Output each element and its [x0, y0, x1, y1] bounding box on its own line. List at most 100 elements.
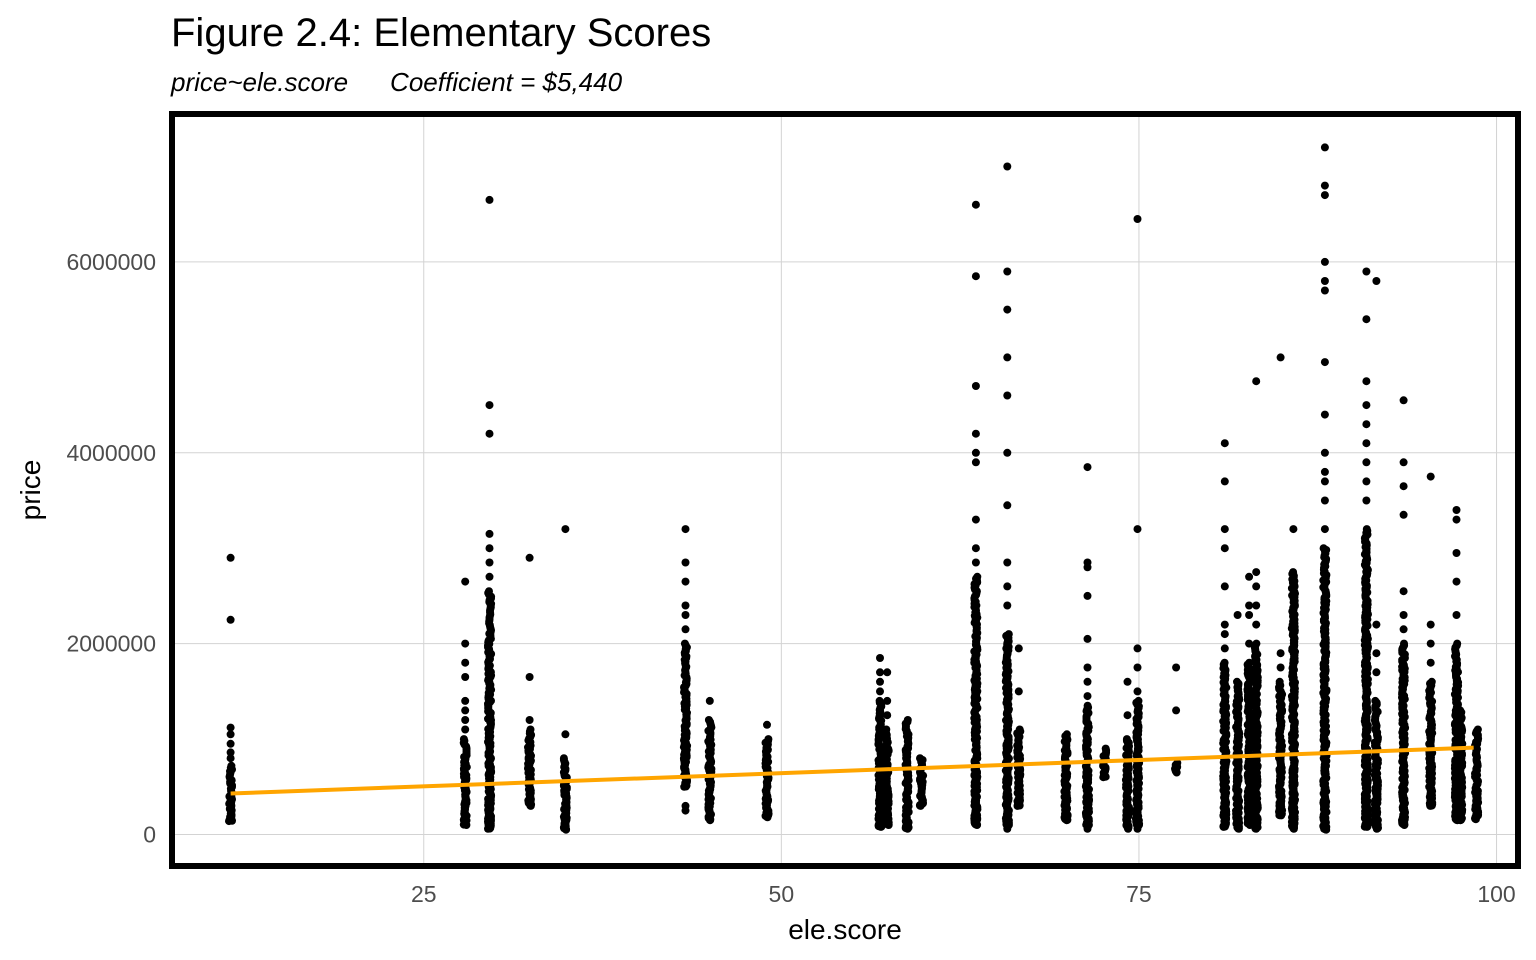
scatter-point — [1220, 658, 1229, 667]
scatter-point — [875, 696, 884, 705]
subtitle-coefficient: Coefficient = $5,440 — [390, 67, 623, 97]
subtitle-formula: price~ele.score — [171, 67, 349, 97]
scatter-point — [1003, 391, 1012, 400]
scatter-point — [1004, 630, 1013, 639]
scatter-point — [1400, 639, 1408, 648]
scatter-point — [1452, 611, 1461, 619]
scatter-point — [883, 696, 892, 705]
scatter-point — [1133, 215, 1142, 223]
scatter-point — [1015, 725, 1024, 734]
scatter-point — [681, 801, 690, 810]
scatter-point — [1320, 525, 1329, 534]
scatter-point — [461, 639, 470, 648]
scatter-point — [1426, 620, 1435, 629]
scatter-point — [705, 696, 714, 705]
scatter-point — [1289, 525, 1298, 534]
scatter-point — [704, 716, 713, 724]
scatter-point — [525, 673, 534, 681]
scatter-point — [226, 754, 235, 763]
panel-border — [169, 111, 1521, 869]
scatter-point — [1426, 658, 1435, 667]
scatter-point — [903, 716, 912, 724]
scatter-point — [764, 735, 773, 744]
scatter-point — [1133, 525, 1142, 534]
scatter-point — [1220, 644, 1229, 653]
scatter-point — [1245, 639, 1254, 648]
scatter-point — [461, 696, 470, 705]
scatter-point — [1320, 358, 1329, 367]
scatter-point — [1062, 730, 1071, 739]
scatter-point — [1399, 396, 1408, 405]
scatter-point — [1083, 463, 1092, 472]
scatter-point — [1003, 448, 1012, 457]
x-tick-label: 75 — [1126, 881, 1152, 907]
regression-line — [230, 745, 1474, 796]
scatter-point — [1399, 611, 1408, 619]
scatter-point — [1362, 401, 1371, 410]
scatter-point — [1399, 458, 1408, 467]
y-tick-label: 2000000 — [66, 631, 156, 657]
scatter-point — [485, 429, 494, 438]
scatter-point — [1252, 568, 1261, 577]
scatter-point — [1123, 677, 1132, 686]
scatter-point — [1289, 568, 1298, 577]
scatter-point — [461, 706, 470, 715]
scatter-point — [1453, 639, 1462, 648]
scatter-point — [1275, 677, 1284, 686]
scatter-point — [485, 587, 493, 596]
scatter-point — [1320, 277, 1329, 285]
scatter-point — [681, 601, 690, 610]
scatter-point — [1003, 353, 1012, 362]
scatter-point — [1320, 191, 1329, 200]
scatter-point — [1452, 549, 1461, 557]
scatter-point — [971, 200, 980, 209]
x-axis-title: ele.score — [788, 914, 902, 945]
scatter-point — [1003, 601, 1012, 610]
scatter-point — [559, 754, 568, 763]
scatter-point — [1003, 162, 1012, 171]
scatter-point — [1083, 591, 1092, 600]
scatter-point — [1173, 758, 1182, 767]
regression-line-group — [230, 745, 1474, 796]
scatter-point — [1372, 277, 1381, 285]
scatter-point — [1245, 572, 1254, 581]
scatter-point — [1220, 477, 1229, 486]
scatter-point — [226, 723, 235, 732]
scatter-point — [485, 558, 494, 567]
scatter-point — [1003, 501, 1012, 510]
scatter-point — [1252, 639, 1261, 648]
scatter-point — [1452, 506, 1461, 514]
scatter-point — [226, 730, 235, 739]
scatter-point — [1220, 544, 1229, 553]
scatter-point — [971, 272, 980, 281]
scatter-point — [1133, 824, 1142, 833]
scatter-point — [1399, 482, 1408, 491]
scatter-point — [971, 458, 980, 467]
scatter-point — [876, 677, 884, 686]
scatter-point — [1362, 439, 1371, 448]
scatter-point — [1362, 525, 1371, 534]
scatter-point — [1014, 644, 1023, 653]
y-axis-title: price — [15, 460, 46, 521]
scatter-point — [971, 448, 980, 457]
scatter-point — [1083, 692, 1092, 701]
x-tick-label: 25 — [411, 881, 437, 907]
scatter-point — [876, 668, 884, 677]
scatter-point — [1083, 558, 1092, 567]
scatter-point — [226, 748, 235, 757]
scatter-points — [225, 143, 1483, 834]
scatter-point — [485, 572, 494, 581]
scatter-point — [1101, 744, 1110, 753]
scatter-point — [1473, 725, 1482, 734]
scatter-point — [1252, 377, 1261, 386]
scatter-point — [1362, 377, 1371, 386]
scatter-point — [1220, 525, 1229, 534]
x-axis-ticks: 25 50 75 100 — [411, 881, 1516, 907]
scatter-point — [1362, 315, 1371, 324]
scatter-point — [485, 529, 494, 538]
scatter-point — [1083, 701, 1092, 710]
scatter-point — [883, 668, 892, 677]
scatter-point — [226, 739, 235, 748]
scatter-point — [971, 382, 980, 390]
y-tick-label: 4000000 — [66, 440, 156, 466]
